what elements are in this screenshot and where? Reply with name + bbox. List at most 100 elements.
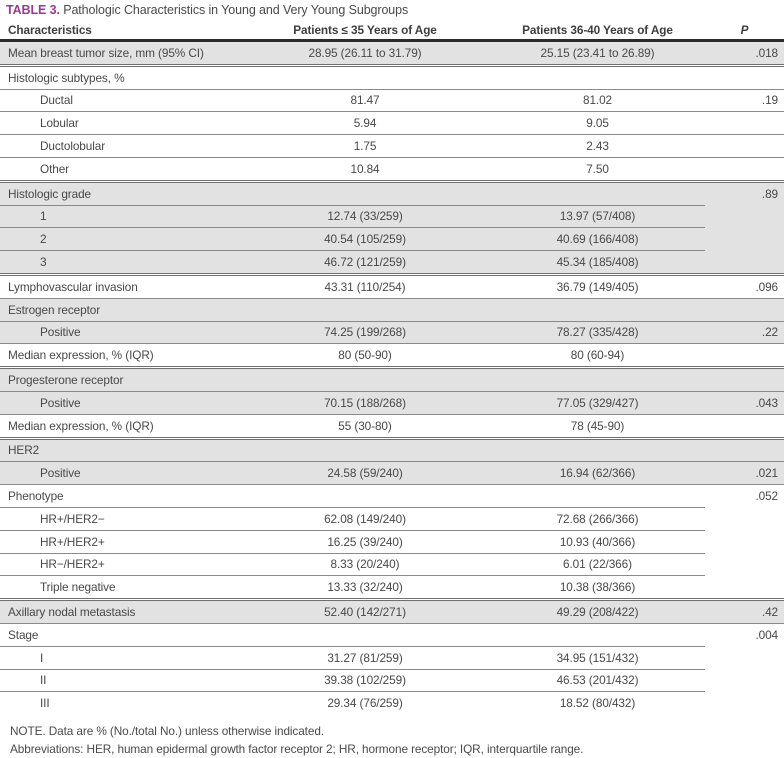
table-row: Lobular 5.94 9.05	[0, 111, 784, 135]
row-label: Stage	[0, 622, 240, 647]
value-age-36-40: 46.53 (201/432)	[490, 668, 705, 692]
table-header-row: Characteristics Patients ≤ 35 Years of A…	[0, 20, 784, 42]
p-value: .22	[705, 320, 784, 344]
p-value	[705, 227, 784, 251]
row-label: Histologic grade	[0, 179, 240, 206]
value-age-36-40: 81.02	[490, 88, 705, 112]
p-value	[705, 576, 784, 600]
row-label: HER2	[0, 436, 240, 462]
value-age-le35: 31.27 (81/259)	[240, 645, 490, 670]
p-value: .004	[705, 622, 784, 647]
table-row: HR+/HER2+ 16.25 (39/240) 10.93 (40/366)	[0, 529, 784, 554]
row-label: 2	[0, 227, 240, 251]
value-age-le35	[240, 366, 490, 392]
p-value	[705, 436, 784, 462]
value-age-le35: 24.58 (59/240)	[240, 461, 490, 485]
row-label: I	[0, 645, 240, 670]
row-label: HR+/HER2+	[0, 529, 240, 554]
row-label: HR−/HER2+	[0, 552, 240, 576]
table-row: Stage .004	[0, 622, 784, 647]
value-age-36-40: 80 (60-94)	[490, 343, 705, 368]
value-age-le35	[240, 297, 490, 322]
pathologic-characteristics-table: Characteristics Patients ≤ 35 Years of A…	[0, 20, 784, 715]
table-row: HR−/HER2+ 8.33 (20/240) 6.01 (22/366)	[0, 552, 784, 576]
table-row: Ductolobular 1.75 2.43	[0, 134, 784, 158]
row-label: Ductolobular	[0, 134, 240, 158]
value-age-36-40: 6.01 (22/366)	[490, 552, 705, 576]
row-label: Triple negative	[0, 575, 240, 600]
value-age-le35	[240, 484, 490, 508]
column-header-age-le-35: Patients ≤ 35 Years of Age	[240, 20, 490, 42]
p-value: .096	[705, 272, 784, 299]
value-age-36-40: 10.38 (38/366)	[490, 575, 705, 600]
value-age-le35: 55 (30-80)	[240, 413, 490, 439]
p-value: .018	[705, 40, 784, 66]
p-value	[705, 530, 784, 553]
value-age-36-40	[490, 622, 705, 647]
table-row: Phenotype .052	[0, 484, 784, 508]
row-label: 3	[0, 250, 240, 275]
value-age-le35: 40.54 (105/259)	[240, 227, 490, 251]
value-age-36-40: 72.68 (266/366)	[490, 506, 705, 531]
value-age-36-40	[490, 436, 705, 462]
value-age-le35: 62.08 (149/240)	[240, 506, 490, 531]
p-value	[705, 366, 784, 392]
table-caption: TABLE 3. Pathologic Characteristics in Y…	[0, 0, 784, 20]
abbreviations-line: Abbreviations: HER, human epidermal grow…	[10, 741, 584, 756]
p-value: .19	[705, 88, 784, 112]
p-value: .021	[705, 461, 784, 485]
p-value	[705, 250, 784, 275]
row-label: HR+/HER2−	[0, 506, 240, 531]
value-age-36-40: 16.94 (62/366)	[490, 461, 705, 485]
table-row: Histologic grade .89	[0, 179, 784, 206]
value-age-36-40: 18.52 (80/432)	[490, 691, 705, 715]
table-row: II 39.38 (102/259) 46.53 (201/432)	[0, 668, 784, 692]
table-row: 2 40.54 (105/259) 40.69 (166/408)	[0, 227, 784, 251]
value-age-36-40	[490, 179, 705, 206]
row-label: III	[0, 691, 240, 715]
value-age-le35: 28.95 (26.11 to 31.79)	[240, 40, 490, 66]
table-row: Estrogen receptor	[0, 297, 784, 322]
value-age-le35	[240, 179, 490, 206]
value-age-36-40: 77.05 (329/427)	[490, 390, 705, 415]
value-age-le35: 39.38 (102/259)	[240, 668, 490, 692]
value-age-le35	[240, 622, 490, 647]
row-label: Other	[0, 156, 240, 182]
p-value	[705, 343, 784, 368]
row-label: Histologic subtypes, %	[0, 63, 240, 90]
row-label: Axillary nodal metastasis	[0, 598, 240, 624]
value-age-36-40: 2.43	[490, 134, 705, 158]
table-row: Median expression, % (IQR) 55 (30-80) 78…	[0, 413, 784, 439]
table-row: Histologic subtypes, %	[0, 63, 784, 90]
value-age-36-40	[490, 297, 705, 322]
p-value	[705, 692, 784, 714]
value-age-le35: 29.34 (76/259)	[240, 691, 490, 715]
p-value	[705, 413, 784, 439]
table-number: TABLE 3.	[6, 3, 60, 17]
p-value: .89	[705, 179, 784, 206]
row-label: Mean breast tumor size, mm (95% CI)	[0, 40, 240, 66]
row-label: Phenotype	[0, 484, 240, 508]
p-value: .42	[705, 598, 784, 624]
p-value	[705, 134, 784, 158]
p-value	[705, 553, 784, 576]
value-age-36-40: 34.95 (151/432)	[490, 645, 705, 670]
note-line: NOTE. Data are % (No./total No.) unless …	[10, 724, 324, 739]
value-age-le35: 52.40 (142/271)	[240, 598, 490, 624]
table-row: Positive 24.58 (59/240) 16.94 (62/366) .…	[0, 461, 784, 485]
value-age-le35: 43.31 (110/254)	[240, 272, 490, 299]
p-value	[705, 646, 784, 669]
row-label: 1	[0, 204, 240, 228]
table-footnotes: NOTE. Data are % (No./total No.) unless …	[0, 723, 784, 758]
value-age-le35: 10.84	[240, 156, 490, 182]
value-age-36-40: 40.69 (166/408)	[490, 227, 705, 251]
value-age-36-40: 78.27 (335/428)	[490, 320, 705, 344]
value-age-le35: 8.33 (20/240)	[240, 552, 490, 576]
table-row: Progesterone receptor	[0, 366, 784, 392]
row-label: Positive	[0, 461, 240, 485]
row-label: Positive	[0, 320, 240, 344]
value-age-le35: 5.94	[240, 111, 490, 135]
value-age-le35: 1.75	[240, 134, 490, 158]
row-label: Median expression, % (IQR)	[0, 413, 240, 439]
